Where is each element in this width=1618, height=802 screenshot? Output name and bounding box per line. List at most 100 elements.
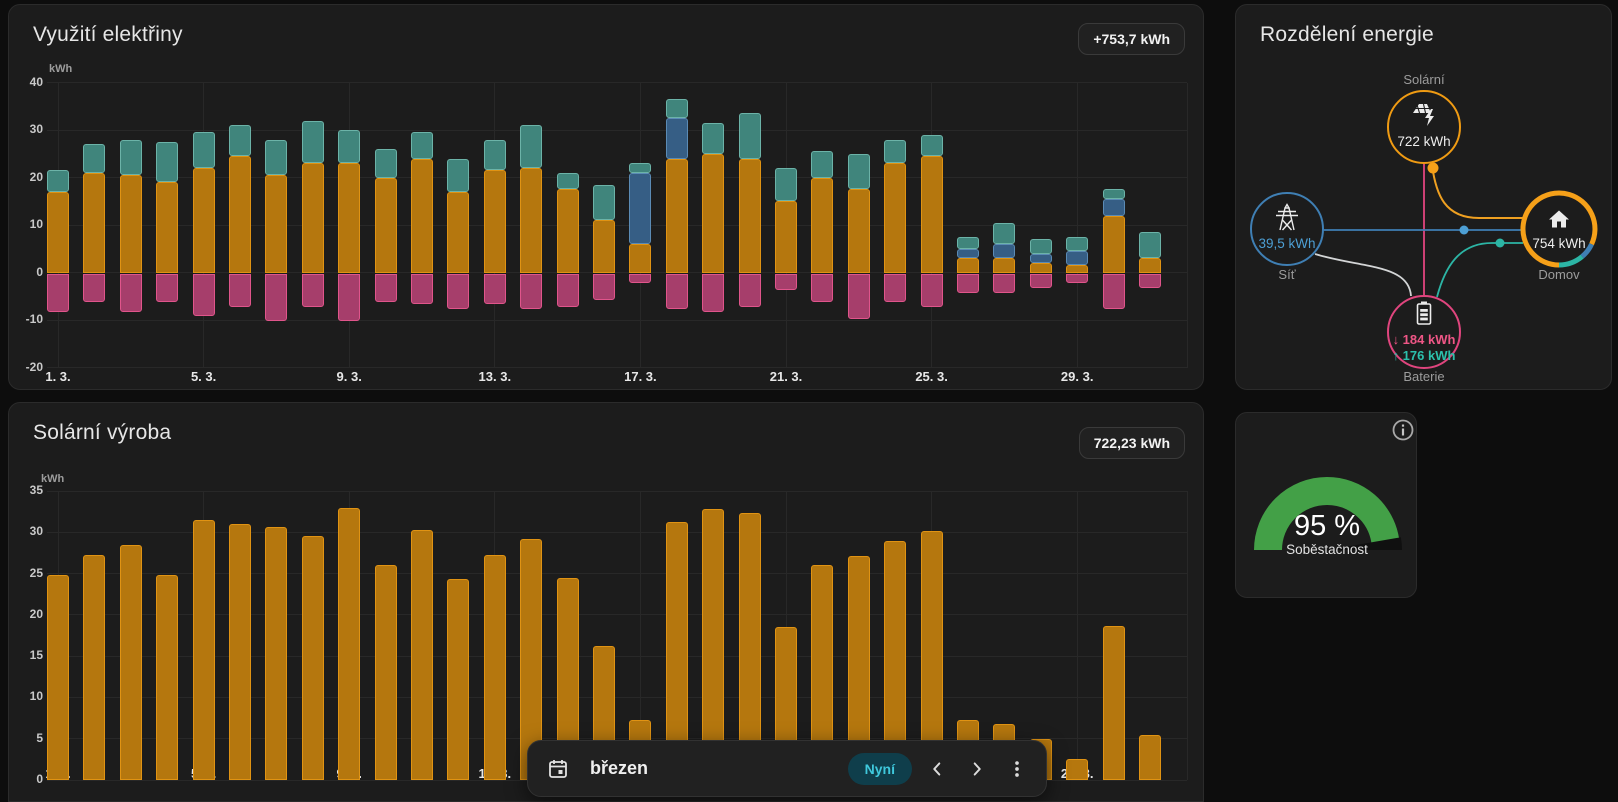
bar-segment-solar[interactable] [411, 158, 433, 273]
bar-segment-return[interactable] [629, 273, 652, 283]
bar-segment-battery[interactable] [665, 99, 688, 119]
bar-segment-battery[interactable] [847, 153, 870, 190]
bar-segment-solar[interactable] [1139, 258, 1161, 273]
bar-segment-grid[interactable] [1029, 253, 1052, 263]
bar-segment-solar[interactable] [520, 168, 543, 273]
bar-segment-return[interactable] [374, 273, 397, 302]
bar-segment-return[interactable] [847, 273, 870, 319]
bar-segment-solar[interactable] [884, 163, 907, 273]
bar-segment-battery[interactable] [775, 168, 797, 202]
bar-segment-return[interactable] [338, 273, 361, 321]
battery-node[interactable]: ↓ 184 kWh ↑ 176 kWh [1387, 295, 1461, 369]
bar-segment-solar[interactable] [483, 170, 506, 273]
bar-segment-battery[interactable] [338, 130, 361, 164]
bar-segment-battery[interactable] [483, 139, 506, 171]
bar-segment-solar[interactable] [1066, 759, 1089, 780]
bar-segment-solar[interactable] [119, 175, 142, 273]
bar-segment-return[interactable] [1066, 273, 1089, 283]
bar-segment-solar[interactable] [957, 258, 979, 273]
bar-segment-solar[interactable] [338, 163, 361, 273]
bar-segment-battery[interactable] [593, 184, 615, 221]
bar-segment-return[interactable] [556, 273, 579, 307]
more-options-button[interactable] [1002, 754, 1032, 784]
bar-segment-solar[interactable] [1029, 263, 1052, 273]
bar-segment-battery[interactable] [192, 132, 215, 168]
bar-segment-battery[interactable] [1139, 232, 1161, 259]
bar-segment-solar[interactable] [556, 189, 579, 273]
bar-segment-solar[interactable] [156, 182, 179, 273]
bar-segment-return[interactable] [411, 273, 433, 305]
next-period-button[interactable] [962, 754, 992, 784]
bar-segment-solar[interactable] [119, 544, 142, 780]
bar-segment-solar[interactable] [265, 175, 288, 273]
bar-segment-return[interactable] [192, 273, 215, 317]
bar-segment-battery[interactable] [229, 125, 251, 157]
grid-node[interactable]: 39,5 kWh [1250, 192, 1324, 266]
bar-segment-battery[interactable] [1066, 236, 1089, 252]
bar-segment-battery[interactable] [738, 113, 761, 159]
bar-segment-solar[interactable] [1139, 734, 1161, 780]
bar-segment-solar[interactable] [847, 189, 870, 273]
bar-segment-solar[interactable] [265, 526, 288, 780]
bar-segment-battery[interactable] [1029, 239, 1052, 254]
bar-segment-solar[interactable] [775, 201, 797, 273]
bar-segment-solar[interactable] [665, 158, 688, 273]
bar-segment-battery[interactable] [447, 158, 470, 192]
home-node[interactable]: 754 kWh [1520, 190, 1598, 268]
bar-segment-return[interactable] [483, 273, 506, 305]
bar-segment-solar[interactable] [229, 524, 251, 780]
bar-segment-return[interactable] [520, 273, 543, 310]
bar-segment-battery[interactable] [520, 125, 543, 168]
bar-segment-solar[interactable] [47, 191, 69, 273]
bar-segment-solar[interactable] [920, 156, 943, 273]
bar-segment-battery[interactable] [884, 139, 907, 164]
bar-segment-return[interactable] [301, 273, 324, 307]
bar-segment-battery[interactable] [301, 120, 324, 164]
bar-segment-battery[interactable] [1102, 189, 1125, 199]
bar-segment-return[interactable] [83, 273, 106, 302]
bar-segment-return[interactable] [265, 273, 288, 321]
bar-segment-battery[interactable] [265, 139, 288, 176]
bar-segment-solar[interactable] [229, 156, 251, 273]
bar-segment-solar[interactable] [301, 536, 324, 780]
bar-segment-battery[interactable] [993, 222, 1016, 244]
bar-segment-return[interactable] [1139, 273, 1161, 288]
bar-segment-battery[interactable] [811, 151, 834, 178]
period-label[interactable]: březen [590, 758, 649, 778]
bar-segment-solar[interactable] [192, 168, 215, 273]
bar-segment-battery[interactable] [556, 172, 579, 190]
bar-segment-grid[interactable] [993, 244, 1016, 259]
bar-segment-return[interactable] [775, 273, 797, 291]
bar-segment-battery[interactable] [156, 141, 179, 183]
bar-segment-solar[interactable] [374, 177, 397, 273]
bar-segment-solar[interactable] [447, 578, 470, 780]
bar-segment-solar[interactable] [483, 555, 506, 780]
bar-segment-return[interactable] [738, 273, 761, 307]
bar-segment-solar[interactable] [47, 575, 69, 780]
bar-segment-battery[interactable] [83, 144, 106, 173]
bar-segment-battery[interactable] [119, 139, 142, 176]
bar-segment-solar[interactable] [629, 244, 652, 273]
bar-segment-return[interactable] [1102, 273, 1125, 310]
bar-segment-solar[interactable] [338, 507, 361, 780]
gauge-card[interactable]: 95 % Soběstačnost [1235, 412, 1417, 598]
bar-segment-return[interactable] [156, 273, 179, 302]
bar-segment-grid[interactable] [1102, 198, 1125, 216]
bar-segment-grid[interactable] [957, 248, 979, 259]
bar-segment-return[interactable] [993, 273, 1016, 293]
bar-segment-return[interactable] [1029, 273, 1052, 288]
bar-segment-solar[interactable] [593, 220, 615, 273]
bar-segment-return[interactable] [665, 273, 688, 310]
bar-segment-return[interactable] [119, 273, 142, 312]
bar-segment-return[interactable] [702, 273, 725, 312]
calendar-button[interactable] [542, 753, 574, 785]
bar-segment-solar[interactable] [447, 191, 470, 273]
bar-segment-return[interactable] [920, 273, 943, 307]
bar-segment-return[interactable] [47, 273, 69, 312]
bar-segment-battery[interactable] [920, 134, 943, 157]
bar-segment-grid[interactable] [629, 172, 652, 244]
solar-node[interactable]: 722 kWh [1387, 90, 1461, 164]
bar-segment-solar[interactable] [702, 153, 725, 273]
bar-segment-grid[interactable] [1066, 251, 1089, 266]
bar-segment-solar[interactable] [83, 172, 106, 273]
